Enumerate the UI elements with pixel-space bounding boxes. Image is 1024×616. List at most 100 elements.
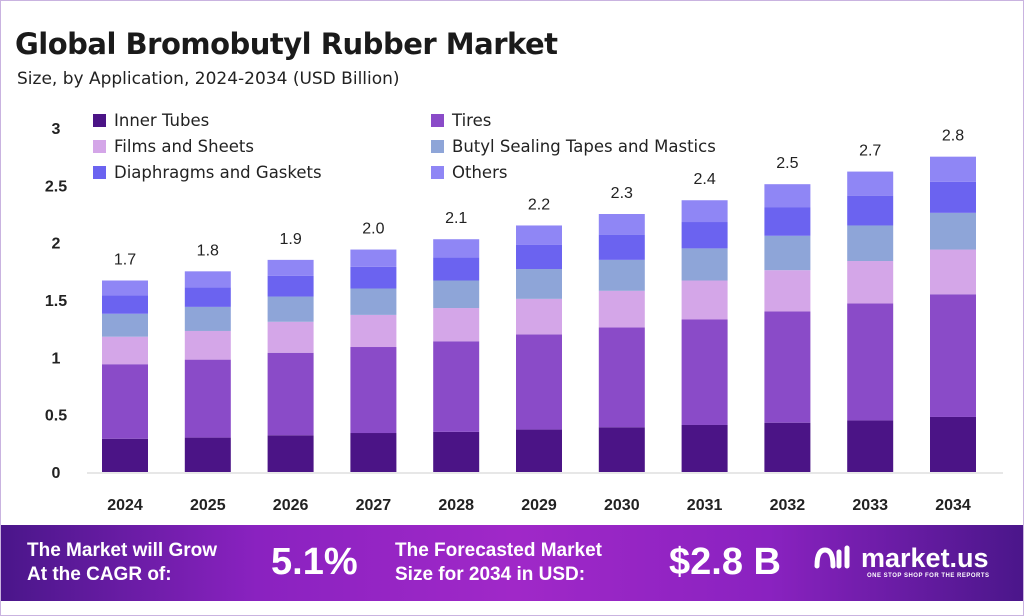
bar-total-label: 2.5 [776, 155, 798, 172]
bar-total-label: 2.1 [445, 210, 467, 227]
forecast-label: The Forecasted Market Size for 2034 in US… [395, 540, 602, 585]
forecast-value: $2.8 B [669, 541, 781, 583]
bar-segment [433, 239, 480, 258]
bar-segment [433, 431, 480, 472]
bar-segment [681, 248, 728, 281]
y-tick-label: 2.5 [45, 178, 67, 195]
legend-item-others: Others [431, 163, 507, 182]
legend-swatch [93, 140, 106, 153]
bar-total-label: 1.7 [114, 252, 136, 269]
bar-segment [930, 156, 976, 182]
bar-segment [598, 214, 645, 235]
bar-segment [764, 270, 811, 312]
legend-swatch [431, 114, 444, 127]
x-tick-label: 2033 [852, 497, 888, 514]
bar-segment [930, 212, 976, 250]
bar-segment [267, 275, 314, 297]
logo-text: market.us [861, 543, 989, 573]
legend-item-inner-tubes: Inner Tubes [93, 111, 209, 130]
chart-title: Global Bromobutyl Rubber Market [15, 27, 558, 61]
bar-segment [930, 294, 976, 417]
chart-subtitle: Size, by Application, 2024-2034 (USD Bil… [17, 69, 400, 89]
x-tick-label: 2029 [521, 497, 557, 514]
bar-segment [930, 416, 976, 472]
x-tick-label: 2030 [604, 497, 640, 514]
bar-segment [598, 259, 645, 291]
stacked-bar-chart: 0 0.5 1 1.5 2 2.5 3 1.7 2024 1.8 2025 1.9 2026 2.0 202… [45, 121, 1003, 514]
x-tick-label: 2024 [107, 497, 143, 514]
market-us-logo: market.us [813, 543, 989, 574]
legend-swatch [93, 166, 106, 179]
cagr-value: 5.1% [271, 541, 358, 583]
legend-item-butyl: Butyl Sealing Tapes and Mastics [431, 137, 716, 156]
bar-segment [598, 327, 645, 428]
bar-total-label: 2.3 [611, 185, 633, 202]
legend-label: Others [452, 163, 508, 182]
bar-total-label: 1.9 [279, 231, 301, 248]
bar-segment [681, 319, 728, 425]
legend-swatch [93, 114, 106, 127]
bar-segment [267, 321, 314, 353]
legend-item-diaphragms: Diaphragms and Gaskets [93, 163, 322, 182]
bar-segment [184, 306, 231, 331]
logo-icon [814, 545, 850, 568]
y-tick-label: 1 [52, 350, 61, 367]
bar-segment [184, 271, 231, 288]
bar-segment [184, 359, 231, 438]
bar-segment [267, 259, 314, 276]
bar-segment [350, 314, 397, 348]
bar-segment [681, 280, 728, 320]
bar-segment [764, 311, 811, 423]
bar-segment [102, 438, 148, 472]
bar-segment [930, 181, 976, 213]
bar-segment [681, 222, 728, 249]
legend-swatch [431, 140, 444, 153]
x-tick-label: 2025 [190, 497, 226, 514]
bar-segment [350, 288, 397, 315]
bar-segment [681, 424, 728, 472]
bar-segment [847, 171, 894, 196]
x-tick-label: 2031 [687, 497, 723, 514]
bar-segment [350, 249, 397, 267]
bar-segment [516, 244, 562, 270]
legend-item-tires: Tires [431, 111, 491, 130]
bar-segment [267, 435, 314, 472]
bar-total-label: 1.8 [197, 242, 219, 259]
bar-segment [598, 234, 645, 260]
bar-segment [516, 429, 562, 472]
bar-segment [102, 364, 148, 439]
bar-segment [267, 296, 314, 322]
bar-total-label: 2.0 [362, 221, 384, 238]
legend-item-films: Films and Sheets [93, 137, 254, 156]
x-tick-label: 2034 [935, 497, 971, 514]
bar-segment [681, 200, 728, 223]
legend-label: Inner Tubes [114, 111, 210, 130]
bar-segment [847, 195, 894, 226]
y-tick-label: 3 [52, 121, 61, 138]
summary-banner: The Market will Grow At the CAGR of: 5.1%… [1, 525, 1023, 601]
bar-segment [847, 420, 894, 472]
y-tick-label: 2 [52, 236, 61, 253]
bar-segment [102, 280, 148, 296]
legend-label: Films and Sheets [114, 137, 254, 156]
bar-segment [764, 184, 811, 208]
bar-segment [433, 308, 480, 342]
y-tick-label: 1.5 [45, 293, 67, 310]
bar-segment [764, 422, 811, 472]
bar-segment [267, 352, 314, 436]
bar-segment [102, 336, 148, 365]
bar-total-label: 2.4 [693, 171, 715, 188]
bar-segment [184, 330, 231, 360]
bar-segment [433, 341, 480, 432]
legend-label: Butyl Sealing Tapes and Mastics [452, 137, 716, 156]
bar-segment [433, 257, 480, 281]
bar-segment [516, 269, 562, 299]
bar-segment [433, 280, 480, 309]
x-tick-label: 2032 [770, 497, 806, 514]
bar-segment [102, 295, 148, 314]
bar-segment [350, 266, 397, 289]
bar-segment [847, 225, 894, 262]
bar-segment [930, 249, 976, 295]
bar-segment [847, 303, 894, 421]
bar-segment [516, 298, 562, 335]
